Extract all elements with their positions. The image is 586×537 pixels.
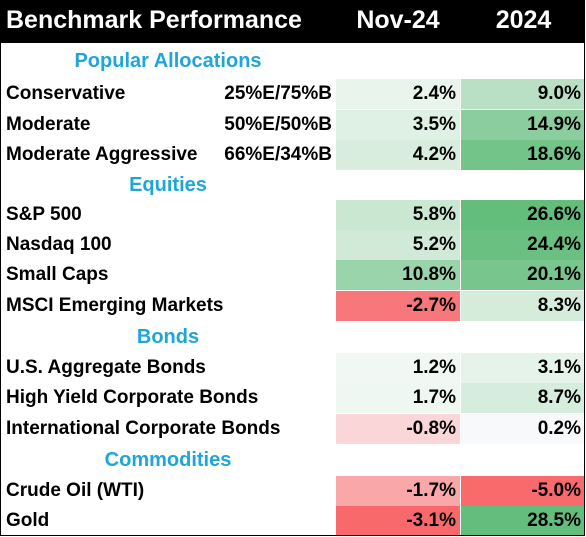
section-title-commodities: Commodities [104,449,232,471]
nov-value-cell: 1.2% [336,353,460,383]
table-row: Moderate Aggressive 66%E/34%B 4.2% 18.6% [0,140,585,170]
ytd-value-cell: 0.2% [461,414,585,444]
column-header-2024: 2024 [495,6,552,34]
ytd-value-cell: 24.4% [461,230,585,260]
ytd-value-cell: 14.9% [461,110,585,140]
ytd-value-cell: 18.6% [461,140,585,170]
nov-value-cell: -3.1% [336,506,460,536]
row-label: Gold [6,510,50,531]
nov-value-cell: -0.8% [336,414,460,444]
row-label: Nasdaq 100 [6,234,112,255]
row-allocation: 50%E/50%B [224,114,332,135]
row-allocation: 66%E/34%B [224,144,332,165]
ytd-value-cell: 9.0% [461,79,585,109]
table-row: High Yield Corporate Bonds 1.7% 8.7% [0,383,585,413]
row-label: MSCI Emerging Markets [6,295,224,316]
table-row: S&P 500 5.8% 26.6% [0,200,585,230]
ytd-value-cell: 20.1% [461,260,585,290]
table-row: Moderate 50%E/50%B 3.5% 14.9% [0,110,585,140]
nov-value-cell: -2.7% [336,291,460,321]
row-label: Small Caps [6,264,109,285]
row-allocation: 25%E/75%B [224,83,332,104]
nov-value-cell: 2.4% [336,79,460,109]
ytd-value-cell: 28.5% [461,506,585,536]
column-header-nov-24: Nov-24 [356,6,440,34]
table-row: Nasdaq 100 5.2% 24.4% [0,230,585,260]
section-title-popular-allocations: Popular Allocations [74,50,262,72]
nov-value-cell: -1.7% [336,476,460,506]
table-row: U.S. Aggregate Bonds 1.2% 3.1% [0,353,585,383]
table-row: Crude Oil (WTI) -1.7% -5.0% [0,476,585,506]
nov-value-cell: 3.5% [336,110,460,140]
table-row: MSCI Emerging Markets -2.7% 8.3% [0,291,585,321]
ytd-value-cell: 8.3% [461,291,585,321]
row-label: High Yield Corporate Bonds [6,387,259,408]
row-label: Conservative [6,83,126,104]
nov-value-cell: 10.8% [336,260,460,290]
nov-value-cell: 4.2% [336,140,460,170]
nov-value-cell: 1.7% [336,383,460,413]
section-title-equities: Equities [129,174,207,196]
section-title-bonds: Bonds [136,326,200,348]
ytd-value-cell: -5.0% [461,476,585,506]
row-label: Moderate Aggressive [6,144,198,165]
row-label: Crude Oil (WTI) [6,480,145,501]
row-label: Moderate [6,114,91,135]
row-label: S&P 500 [6,204,82,225]
row-label: International Corporate Bonds [6,418,281,439]
nov-value-cell: 5.8% [336,200,460,230]
table-row: Conservative 25%E/75%B 2.4% 9.0% [0,79,585,109]
ytd-value-cell: 26.6% [461,200,585,230]
row-label: U.S. Aggregate Bonds [6,357,206,378]
table-row: Gold -3.1% 28.5% [0,506,585,536]
table-title: Benchmark Performance [6,6,302,34]
column-divider [460,43,461,536]
table-row: International Corporate Bonds -0.8% 0.2% [0,414,585,444]
table-row: Small Caps 10.8% 20.1% [0,260,585,290]
table-header: Benchmark Performance Nov-24 2024 [0,0,585,43]
nov-value-cell: 5.2% [336,230,460,260]
ytd-value-cell: 8.7% [461,383,585,413]
ytd-value-cell: 3.1% [461,353,585,383]
